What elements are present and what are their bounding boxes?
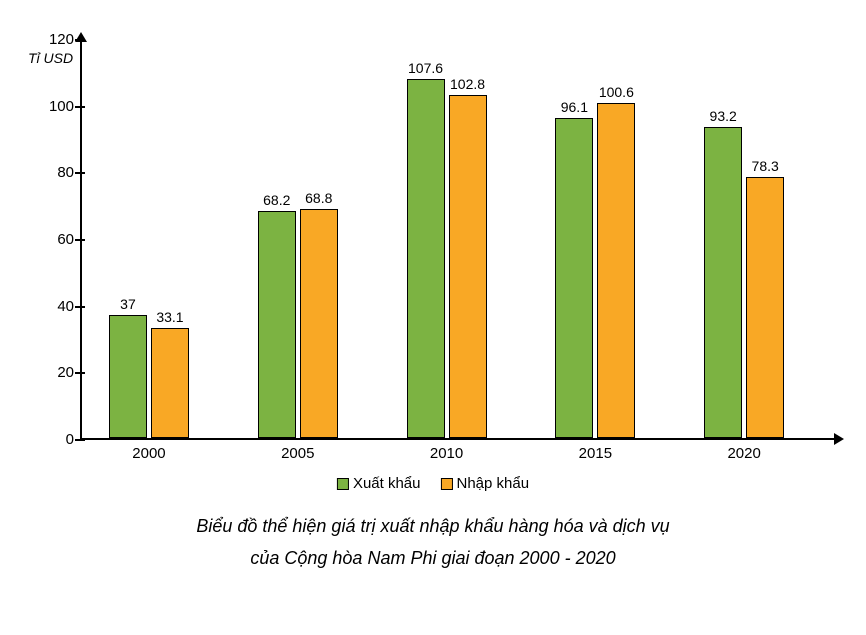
- legend-item-import: Nhập khẩu: [441, 475, 530, 492]
- bar-value-label: 68.2: [259, 192, 295, 208]
- y-tick-label: 0: [34, 431, 74, 448]
- x-tick-label: 2000: [132, 445, 165, 462]
- y-tick-label: 20: [34, 364, 74, 381]
- bar-value-label: 100.6: [598, 84, 634, 100]
- bar-value-label: 68.8: [301, 190, 337, 206]
- bar-import: 33.1: [151, 328, 189, 438]
- bar-group: 93.278.3: [704, 127, 784, 438]
- x-tick-label: 2010: [430, 445, 463, 462]
- bar-group: 68.268.8: [258, 209, 338, 438]
- x-axis-arrow: [834, 433, 844, 445]
- bar-value-label: 96.1: [556, 99, 592, 115]
- chart-caption: Biểu đồ thể hiện giá trị xuất nhập khẩu …: [20, 510, 846, 575]
- y-tick-label: 60: [34, 231, 74, 248]
- bar-value-label: 107.6: [408, 60, 444, 76]
- bar-group: 107.6102.8: [407, 79, 487, 438]
- bar-import: 68.8: [300, 209, 338, 438]
- bar-import: 102.8: [449, 95, 487, 438]
- legend-swatch-import: [441, 478, 453, 490]
- bar-value-label: 93.2: [705, 108, 741, 124]
- y-axis-unit-label: Tỉ USD: [28, 50, 73, 66]
- bar-value-label: 33.1: [152, 309, 188, 325]
- bar-group: 3733.1: [109, 315, 189, 438]
- bar-value-label: 102.8: [450, 76, 486, 92]
- chart-legend: Xuất khẩu Nhập khẩu: [337, 475, 529, 492]
- bar-import: 100.6: [597, 103, 635, 438]
- bar-export: 107.6: [407, 79, 445, 438]
- bar-export: 37: [109, 315, 147, 438]
- legend-swatch-export: [337, 478, 349, 490]
- bar-value-label: 78.3: [747, 158, 783, 174]
- legend-label-export: Xuất khẩu: [353, 475, 421, 492]
- bar-export: 96.1: [555, 118, 593, 438]
- y-tick-label: 100: [34, 98, 74, 115]
- x-tick-label: 2015: [579, 445, 612, 462]
- bar-export: 68.2: [258, 211, 296, 438]
- plot-area: 3733.168.268.8107.6102.896.1100.693.278.…: [82, 40, 826, 438]
- bar-import: 78.3: [746, 177, 784, 438]
- bar-group: 96.1100.6: [555, 103, 635, 438]
- x-axis-line: [80, 438, 836, 440]
- x-tick-label: 2005: [281, 445, 314, 462]
- y-tick-label: 120: [34, 31, 74, 48]
- caption-line-2: của Cộng hòa Nam Phi giai đoạn 2000 - 20…: [20, 542, 846, 574]
- bar-chart: Tỉ USD 020406080100120 3733.168.268.8107…: [20, 20, 846, 500]
- y-tick-label: 80: [34, 164, 74, 181]
- legend-item-export: Xuất khẩu: [337, 475, 421, 492]
- y-tick-label: 40: [34, 298, 74, 315]
- x-tick-label: 2020: [727, 445, 760, 462]
- bar-export: 93.2: [704, 127, 742, 438]
- bar-value-label: 37: [110, 296, 146, 312]
- y-tick: [75, 439, 85, 441]
- caption-line-1: Biểu đồ thể hiện giá trị xuất nhập khẩu …: [20, 510, 846, 542]
- legend-label-import: Nhập khẩu: [457, 475, 530, 492]
